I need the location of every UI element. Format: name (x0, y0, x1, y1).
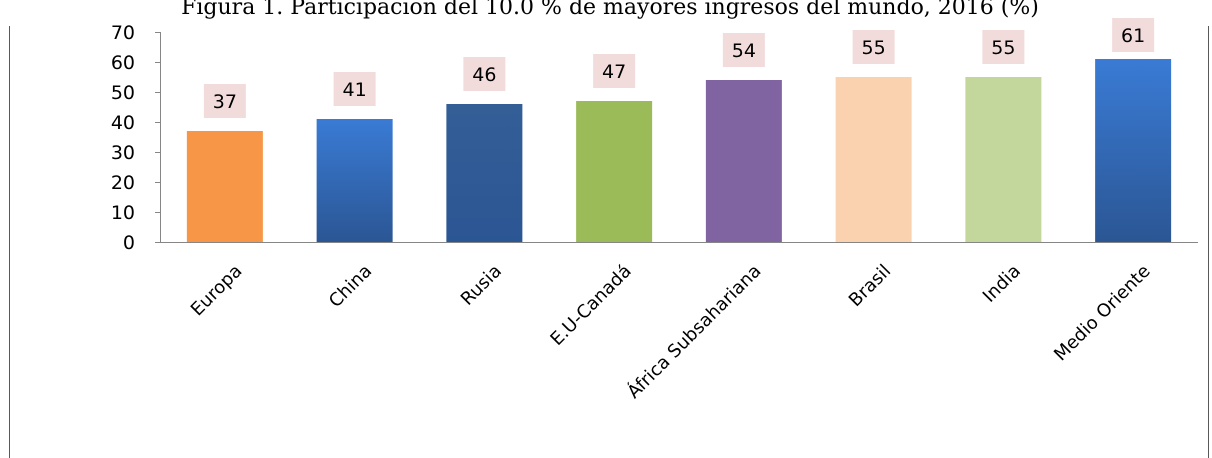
data-label-bg (333, 72, 376, 106)
y-tick-label: 40 (111, 112, 135, 134)
data-label: 55 (991, 37, 1015, 59)
data-label: 61 (1121, 25, 1145, 47)
data-label-bg (722, 33, 765, 67)
data-label: 55 (862, 37, 886, 59)
data-label: 46 (472, 64, 496, 86)
data-label-bg (852, 30, 895, 64)
data-label-bg (1112, 18, 1155, 52)
data-label: 41 (343, 79, 367, 101)
bar (1095, 59, 1172, 242)
bar (316, 119, 393, 242)
bar (835, 77, 912, 242)
bar (965, 77, 1042, 242)
x-tick-label: China (325, 261, 376, 312)
data-label: 37 (213, 91, 237, 113)
data-label-bg (982, 30, 1025, 64)
bars-group (186, 59, 1172, 242)
x-tick-label: Europa (187, 261, 247, 321)
y-tick-label: 70 (111, 22, 135, 44)
bar (705, 80, 782, 242)
data-label: 54 (732, 40, 756, 62)
x-tick-label: E.U-Canadá (546, 261, 635, 350)
y-tick-label: 20 (111, 172, 135, 194)
bar (186, 131, 263, 242)
x-tick-label: India (979, 261, 1025, 307)
x-tick-label: Brasil (845, 261, 895, 311)
bar (576, 101, 653, 242)
y-tick-label: 60 (111, 52, 135, 74)
data-label-bg (463, 57, 506, 91)
x-tick-label: Rusia (457, 261, 506, 310)
data-labels-group: 37 41 46 47 54 55 55 61 (203, 18, 1155, 118)
data-label-bg (203, 84, 246, 118)
chart-title: Figura 1. Participación del 10.0 % de ma… (181, 0, 1039, 20)
bar (446, 104, 523, 242)
y-tick-label: 0 (123, 232, 135, 254)
y-axis: 0 10 20 30 40 50 60 70 (111, 22, 1198, 254)
y-tick-label: 50 (111, 82, 135, 104)
y-tick-label: 30 (111, 142, 135, 164)
data-label: 47 (602, 61, 626, 83)
y-tick-label: 10 (111, 202, 135, 224)
x-tick-label: África Subsahariana (623, 260, 766, 403)
x-tick-label: Medio Oriente (1050, 261, 1155, 366)
data-label-bg (593, 54, 636, 88)
